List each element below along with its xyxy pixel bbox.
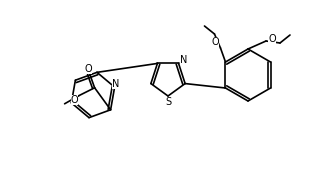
Text: O: O <box>212 37 219 47</box>
Text: O: O <box>85 64 92 74</box>
Text: S: S <box>165 97 171 107</box>
Text: O: O <box>268 34 276 44</box>
Text: O: O <box>71 95 78 105</box>
Text: N: N <box>180 55 187 66</box>
Text: N: N <box>112 79 119 89</box>
